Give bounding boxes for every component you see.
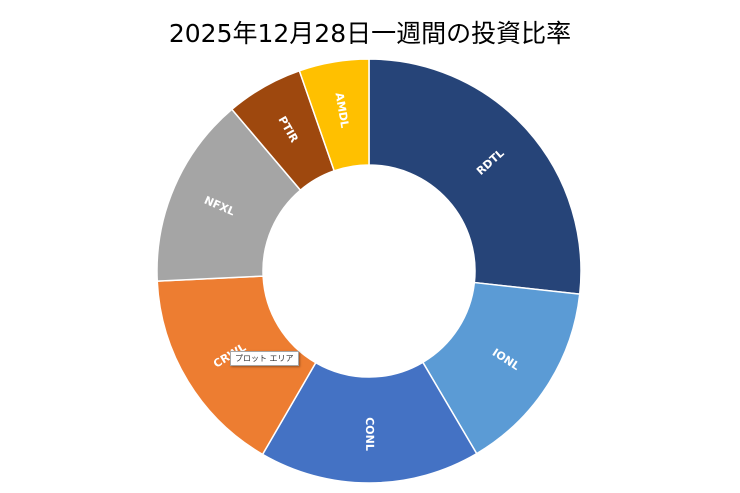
slice-label-conl: CONL — [363, 417, 376, 451]
chart-title: 2025年12月28日一週間の投資比率 — [168, 19, 572, 48]
slice-ionl[interactable] — [421, 281, 581, 455]
slice-conl[interactable] — [261, 361, 478, 484]
plot-area-tooltip: プロット エリア — [230, 351, 299, 366]
slice-label-amdl: AMDL — [332, 92, 351, 129]
slice-rdtl[interactable] — [368, 58, 582, 295]
slice-amdl[interactable] — [298, 58, 370, 172]
